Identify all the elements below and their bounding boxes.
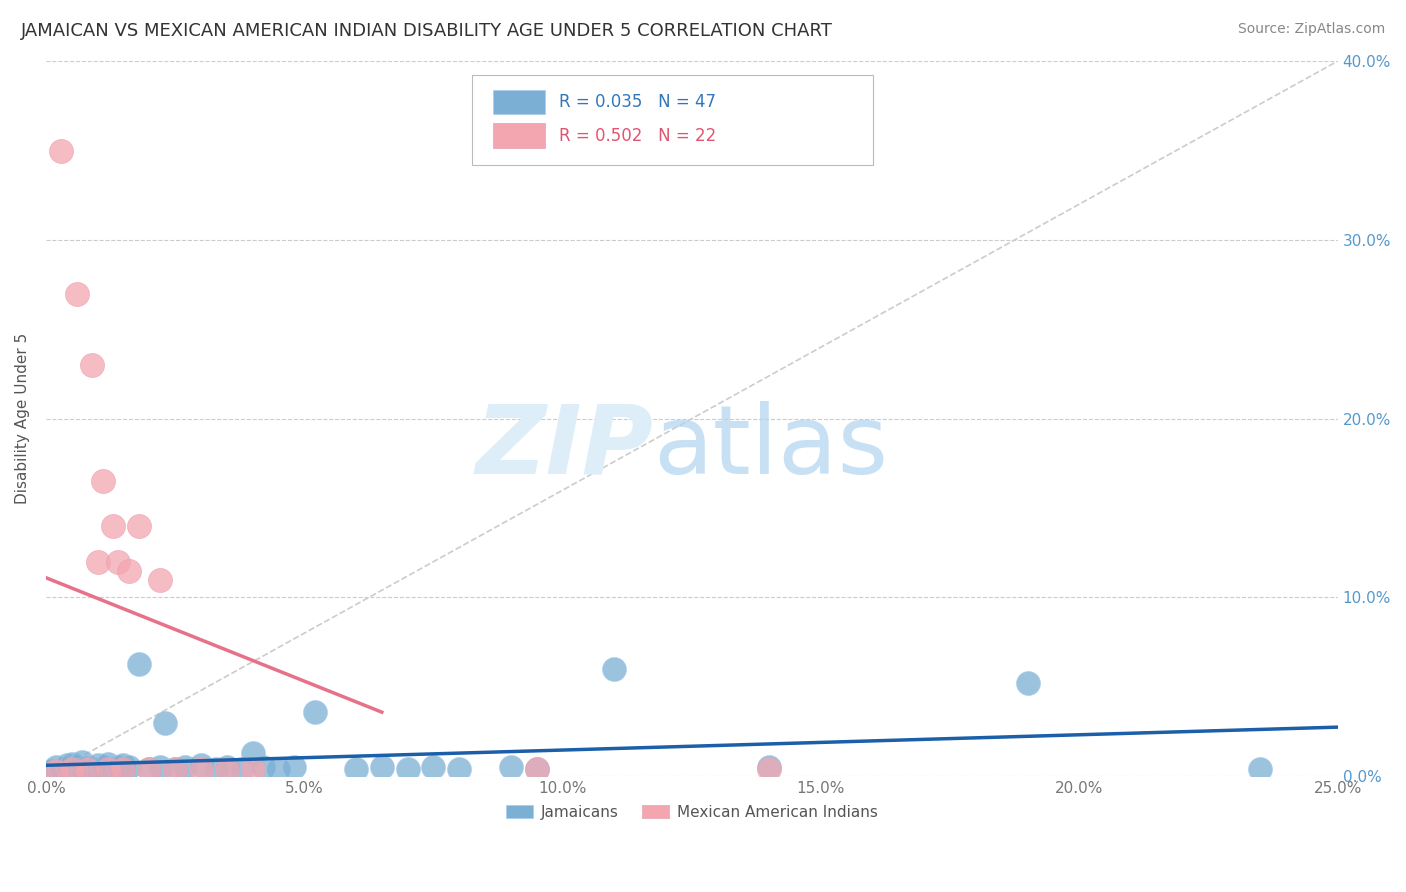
Point (117, 564, 139, 578)
Point (66, 760, 89, 774)
Point (174, 760, 197, 774)
Text: R = 0.035   N = 47: R = 0.035 N = 47 (558, 93, 716, 111)
Point (128, 657, 150, 671)
Point (128, 519, 150, 533)
Point (112, 762, 135, 776)
Text: ZIP: ZIP (475, 401, 652, 494)
Point (449, 762, 471, 776)
Point (60, 764, 83, 778)
Point (242, 762, 264, 776)
Point (252, 760, 274, 774)
Point (190, 762, 212, 776)
Point (205, 762, 228, 776)
Y-axis label: Disability Age Under 5: Disability Age Under 5 (15, 333, 30, 504)
Legend: Jamaicans, Mexican American Indians: Jamaicans, Mexican American Indians (499, 798, 884, 826)
Point (526, 762, 548, 776)
Point (107, 555, 129, 569)
Point (45, 760, 67, 774)
Point (149, 760, 172, 774)
Point (82, 762, 104, 776)
Point (283, 760, 305, 774)
Point (526, 762, 548, 776)
Text: R = 0.502   N = 22: R = 0.502 N = 22 (558, 127, 716, 145)
Point (499, 760, 522, 774)
Point (138, 762, 160, 776)
Point (45, 764, 67, 778)
Point (101, 764, 124, 778)
Point (86, 764, 108, 778)
Point (190, 758, 212, 772)
Point (138, 762, 160, 776)
Point (231, 762, 253, 776)
Point (76, 762, 98, 776)
Point (304, 705, 326, 719)
Point (112, 762, 135, 776)
Point (215, 760, 238, 774)
Point (422, 760, 444, 774)
Point (344, 762, 367, 776)
Point (51, 144, 73, 158)
Point (165, 762, 187, 776)
Point (66, 286, 89, 301)
FancyBboxPatch shape (494, 90, 544, 114)
Point (86, 758, 108, 772)
FancyBboxPatch shape (494, 123, 544, 148)
Point (82, 358, 104, 372)
Point (149, 573, 172, 587)
Point (758, 762, 780, 776)
Text: atlas: atlas (652, 401, 889, 494)
Point (101, 519, 124, 533)
Point (97, 756, 120, 771)
FancyBboxPatch shape (472, 76, 873, 165)
Point (107, 760, 129, 774)
Text: Source: ZipAtlas.com: Source: ZipAtlas.com (1237, 22, 1385, 37)
Point (91, 474, 114, 488)
Point (396, 762, 419, 776)
Point (55, 758, 77, 772)
Point (91, 760, 114, 774)
Point (603, 662, 626, 676)
Point (70, 762, 93, 776)
Point (97, 762, 120, 776)
Text: JAMAICAN VS MEXICAN AMERICAN INDIAN DISABILITY AGE UNDER 5 CORRELATION CHART: JAMAICAN VS MEXICAN AMERICAN INDIAN DISA… (21, 22, 832, 40)
Point (215, 762, 238, 776)
Point (267, 762, 290, 776)
Point (371, 760, 394, 774)
Point (70, 755, 93, 769)
Point (97, 762, 120, 776)
Point (51, 762, 73, 776)
Point (39, 764, 62, 778)
Point (76, 760, 98, 774)
Point (1017, 676, 1039, 690)
Point (117, 760, 139, 774)
Point (86, 555, 108, 569)
Point (60, 756, 83, 771)
Point (112, 758, 135, 772)
Point (60, 762, 83, 776)
Point (1249, 762, 1271, 776)
Point (242, 746, 264, 760)
Point (153, 715, 176, 730)
Point (165, 762, 187, 776)
Point (758, 760, 780, 774)
